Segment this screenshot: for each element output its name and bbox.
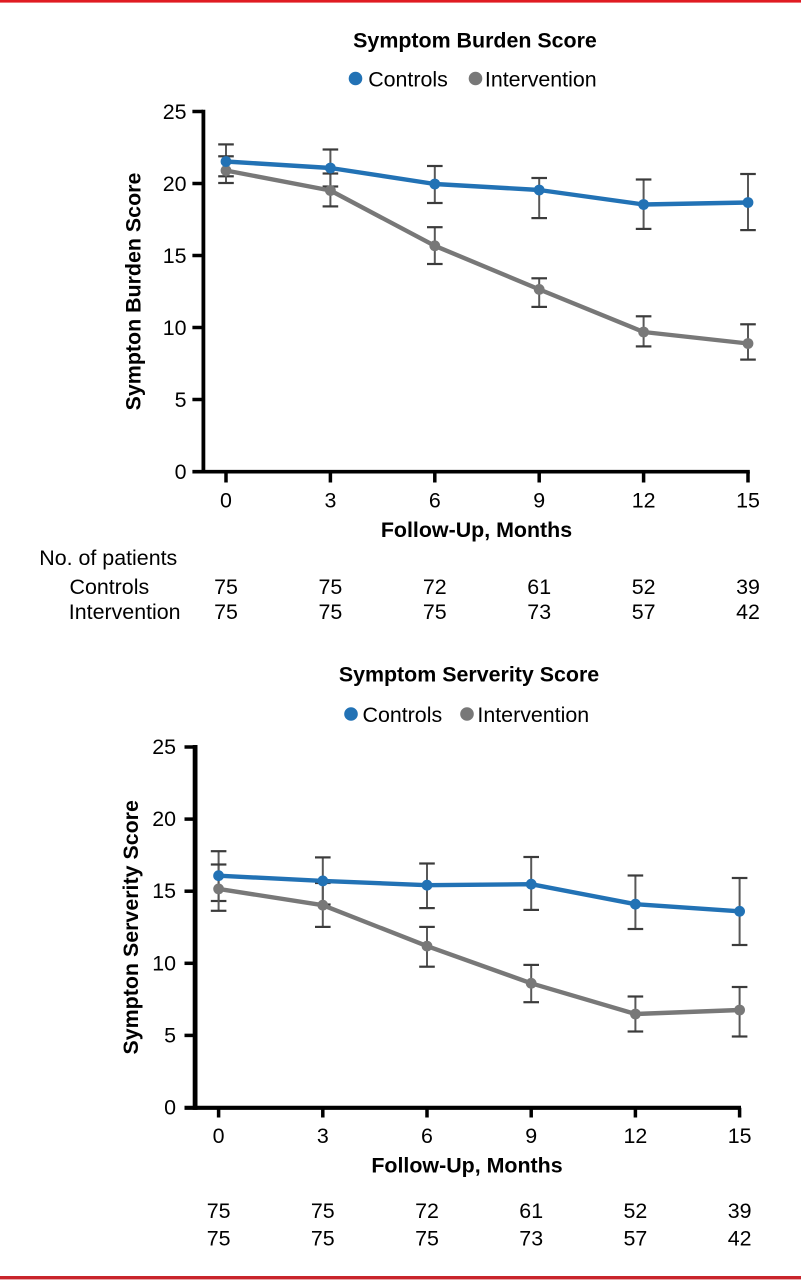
svg-text:75: 75 [214, 600, 238, 624]
svg-text:57: 57 [632, 600, 656, 624]
svg-text:Symptom Burden Score: Symptom Burden Score [353, 29, 597, 53]
svg-text:15: 15 [152, 879, 176, 903]
svg-text:6: 6 [429, 489, 441, 513]
svg-text:Controls: Controls [368, 67, 448, 91]
svg-text:0: 0 [213, 1124, 225, 1148]
svg-text:15: 15 [736, 489, 760, 513]
svg-text:75: 75 [214, 575, 238, 599]
svg-text:No. of patients: No. of patients [39, 546, 177, 570]
svg-text:72: 72 [415, 1199, 439, 1223]
svg-text:12: 12 [632, 489, 656, 513]
svg-text:3: 3 [324, 489, 336, 513]
svg-text:15: 15 [728, 1124, 752, 1148]
svg-text:39: 39 [736, 575, 760, 599]
svg-text:25: 25 [152, 735, 176, 759]
svg-text:75: 75 [207, 1199, 231, 1223]
svg-text:75: 75 [311, 1227, 335, 1251]
svg-text:Controls: Controls [70, 575, 150, 599]
svg-text:61: 61 [519, 1199, 543, 1223]
svg-text:20: 20 [163, 172, 187, 196]
svg-text:61: 61 [527, 575, 551, 599]
svg-text:Follow-Up, Months: Follow-Up, Months [371, 1154, 562, 1178]
svg-text:Sympton Burden Score: Sympton Burden Score [122, 173, 146, 411]
svg-text:6: 6 [421, 1124, 433, 1148]
svg-text:72: 72 [423, 575, 447, 599]
svg-text:75: 75 [207, 1227, 231, 1251]
svg-text:5: 5 [175, 388, 187, 412]
svg-text:25: 25 [163, 100, 187, 124]
svg-text:75: 75 [423, 600, 447, 624]
svg-text:Follow-Up, Months: Follow-Up, Months [381, 518, 572, 542]
svg-text:9: 9 [533, 489, 545, 513]
svg-text:52: 52 [632, 575, 656, 599]
svg-text:57: 57 [624, 1227, 648, 1251]
svg-text:3: 3 [317, 1124, 329, 1148]
svg-text:0: 0 [220, 489, 232, 513]
svg-text:12: 12 [624, 1124, 648, 1148]
svg-text:Symptom Serverity Score: Symptom Serverity Score [339, 662, 599, 686]
svg-text:10: 10 [152, 951, 176, 975]
svg-text:42: 42 [736, 600, 760, 624]
svg-text:52: 52 [624, 1199, 648, 1223]
svg-text:75: 75 [319, 600, 343, 624]
svg-text:75: 75 [415, 1227, 439, 1251]
svg-text:39: 39 [728, 1199, 752, 1223]
svg-text:10: 10 [163, 316, 187, 340]
svg-text:5: 5 [164, 1023, 176, 1047]
svg-text:73: 73 [527, 600, 551, 624]
svg-text:9: 9 [525, 1124, 537, 1148]
svg-text:20: 20 [152, 807, 176, 831]
svg-text:Intervention: Intervention [477, 703, 589, 727]
svg-text:Sympton Serverity Score: Sympton Serverity Score [119, 800, 143, 1055]
svg-text:75: 75 [319, 575, 343, 599]
svg-text:Intervention: Intervention [69, 600, 181, 624]
svg-text:15: 15 [163, 244, 187, 268]
svg-text:73: 73 [519, 1227, 543, 1251]
svg-text:75: 75 [311, 1199, 335, 1223]
svg-text:42: 42 [728, 1227, 752, 1251]
svg-text:0: 0 [175, 460, 187, 484]
svg-text:Intervention: Intervention [485, 67, 597, 91]
svg-text:Controls: Controls [363, 703, 443, 727]
svg-text:0: 0 [164, 1096, 176, 1120]
